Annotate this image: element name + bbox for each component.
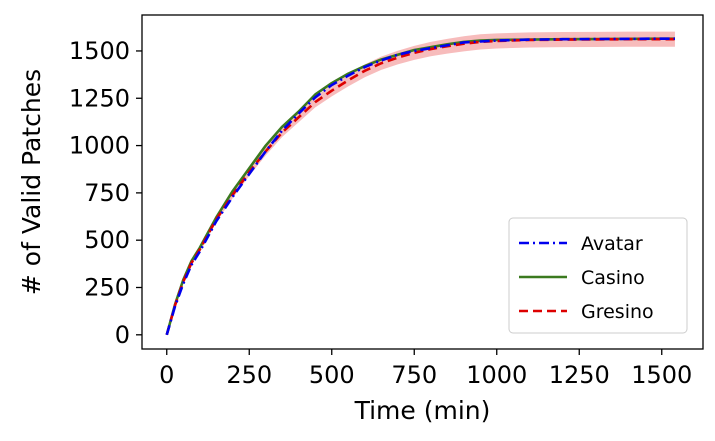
y-tick-label: 1000 [69, 132, 130, 160]
plot-area-frame [141, 14, 704, 350]
series-lines [165, 37, 675, 336]
x-axis-title: Time (min) [354, 396, 491, 425]
x-tick-label: 250 [226, 361, 272, 389]
x-axis-ticks: 0 250 500 750 1000 1250 1500 [159, 349, 692, 389]
x-tick-label: 500 [309, 361, 355, 389]
y-tick-label: 250 [84, 273, 130, 301]
x-tick-label: 1000 [466, 361, 527, 389]
y-axis-ticks: 0 250 500 750 1000 1250 1500 [69, 37, 142, 349]
legend-label-gresino: Gresino [581, 301, 654, 323]
legend-label-casino: Casino [581, 267, 645, 289]
y-tick-label: 0 [115, 321, 130, 349]
x-tick-label: 1500 [631, 361, 692, 389]
legend-label-avatar: Avatar [581, 233, 643, 255]
x-tick-label: 0 [159, 361, 174, 389]
y-tick-label: 500 [84, 226, 130, 254]
legend: Avatar Casino Gresino [508, 217, 688, 334]
y-tick-label: 750 [84, 179, 130, 207]
x-tick-label: 750 [391, 361, 437, 389]
x-tick-label: 1250 [549, 361, 610, 389]
legend-box [508, 217, 688, 334]
y-axis-title: # of Valid Patches [17, 69, 46, 295]
y-tick-label: 1250 [69, 84, 130, 112]
series-line-avatar [165, 37, 675, 336]
y-tick-label: 1500 [69, 37, 130, 65]
